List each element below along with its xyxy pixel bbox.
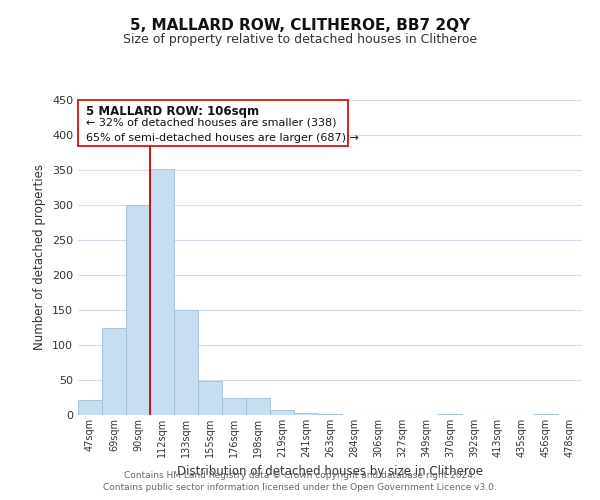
Bar xyxy=(534,414,558,415)
Text: 5, MALLARD ROW, CLITHEROE, BB7 2QY: 5, MALLARD ROW, CLITHEROE, BB7 2QY xyxy=(130,18,470,32)
Y-axis label: Number of detached properties: Number of detached properties xyxy=(34,164,46,350)
Text: Contains HM Land Registry data © Crown copyright and database right 2024.: Contains HM Land Registry data © Crown c… xyxy=(124,471,476,480)
Bar xyxy=(198,382,222,415)
Bar xyxy=(246,398,270,415)
FancyBboxPatch shape xyxy=(78,100,347,146)
Bar xyxy=(126,205,150,415)
Bar xyxy=(78,400,102,415)
Bar xyxy=(270,410,294,415)
Bar xyxy=(294,413,318,415)
Bar xyxy=(438,414,462,415)
Bar xyxy=(102,328,126,415)
X-axis label: Distribution of detached houses by size in Clitheroe: Distribution of detached houses by size … xyxy=(177,466,483,478)
Text: Contains public sector information licensed under the Open Government Licence v3: Contains public sector information licen… xyxy=(103,484,497,492)
Text: Size of property relative to detached houses in Clitheroe: Size of property relative to detached ho… xyxy=(123,32,477,46)
Bar xyxy=(174,310,198,415)
Text: ← 32% of detached houses are smaller (338): ← 32% of detached houses are smaller (33… xyxy=(86,118,336,128)
Text: 65% of semi-detached houses are larger (687) →: 65% of semi-detached houses are larger (… xyxy=(86,133,358,143)
Bar xyxy=(150,168,174,415)
Text: 5 MALLARD ROW: 106sqm: 5 MALLARD ROW: 106sqm xyxy=(86,104,259,118)
Bar xyxy=(222,398,246,415)
Bar xyxy=(318,414,342,415)
